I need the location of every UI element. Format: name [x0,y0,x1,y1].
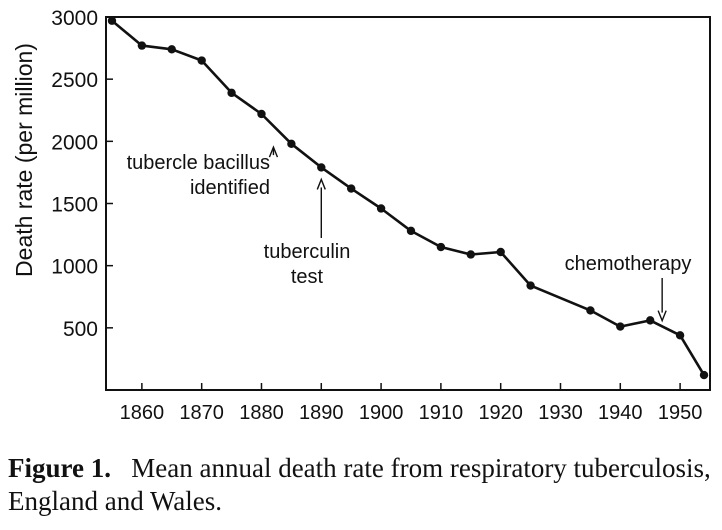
data-point [436,242,446,252]
annotation-label: tubercle bacillus [127,152,270,174]
caption-label: Figure 1. [8,453,111,483]
data-point [406,226,416,236]
y-axis-label: Death rate (per million) [11,43,37,277]
x-tick-label: 1860 [120,402,165,424]
data-point [257,109,266,119]
annotation-arrowhead [268,145,279,158]
series-line [111,19,706,376]
annotation-label: tuberculin [264,241,351,263]
x-tick-label: 1950 [658,402,703,424]
death-rate-series [107,16,709,380]
y-tick-label: 2500 [51,69,98,92]
data-point [645,316,655,325]
x-tick-label: 1910 [419,402,464,424]
y-tick-label: 3000 [51,7,98,30]
data-point [526,281,535,290]
x-tick-label: 1920 [478,402,523,424]
x-tick-label: 1940 [598,402,643,424]
x-tick-label: 1930 [538,402,583,424]
annotation-label: identified [190,177,270,199]
y-tick-label: 500 [63,318,98,341]
plot-frame [105,16,711,391]
annotation-label: test [291,266,324,288]
x-axis-ticks: 1860 1870 1880 1890 1900 1910 1920 1930 1940 1950 [120,383,703,424]
data-point [137,41,147,50]
data-point [616,322,625,331]
annotations: tubercle bacillus identified tuberculin tes… [127,145,692,323]
data-point [496,247,505,257]
x-tick-label: 1890 [299,402,344,424]
data-point [376,204,386,213]
death-rate-chart: Death rate (per million) 500 1000 1500 2000… [11,7,711,424]
y-tick-label: 1500 [51,194,98,217]
data-point [699,370,709,380]
y-tick-label: 2000 [51,131,98,154]
x-tick-label: 1900 [359,402,404,424]
axes [105,16,711,391]
data-point [107,16,117,25]
annotation-arrowhead [657,310,667,323]
x-tick-label: 1880 [239,402,284,424]
data-point [675,331,685,340]
data-point [466,250,475,259]
data-point [317,163,326,172]
data-point [167,45,176,54]
data-point [346,184,356,193]
figure-caption: Figure 1. Mean annual death rate from re… [8,452,716,518]
y-tick-label: 1000 [51,256,98,279]
x-tick-label: 1870 [179,402,224,424]
data-point [197,56,206,65]
annotation-label: chemotherapy [565,253,692,275]
y-axis-ticks: 500 1000 1500 2000 2500 3000 [51,7,113,341]
data-point [227,88,236,98]
data-point [586,306,595,315]
caption-text: Mean annual death rate from respiratory … [8,453,711,516]
data-point [287,139,296,149]
annotation-arrowhead [316,177,326,190]
